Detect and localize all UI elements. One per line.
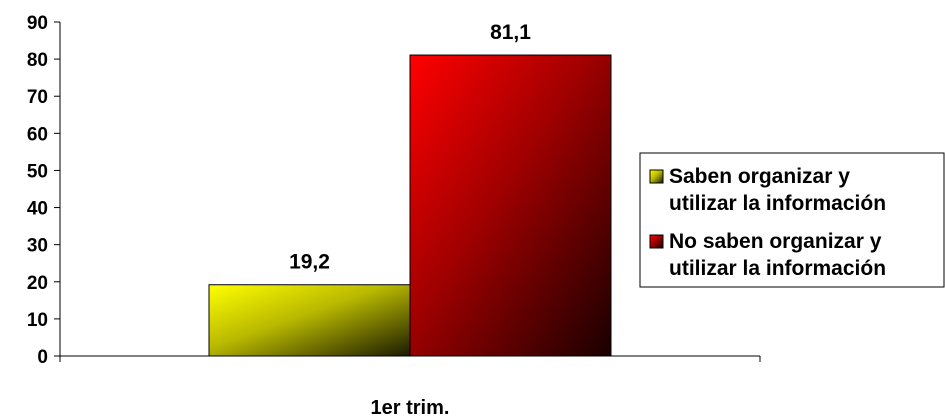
- y-tick-label-10: 10: [27, 310, 48, 331]
- category-label: 1er trim.: [371, 397, 450, 418]
- y-ticks: 0 10 20 30 40 50 60 70 80 90: [27, 13, 60, 368]
- y-tick-label-80: 80: [27, 50, 48, 71]
- y-tick-label-20: 20: [27, 273, 48, 294]
- y-tick-label-0: 0: [37, 347, 48, 368]
- data-label-no-saben: 81,1: [490, 21, 531, 44]
- bars: [208, 54, 612, 357]
- y-tick-label-30: 30: [27, 236, 48, 257]
- legend-label-saben-line1: Saben organizar y: [669, 165, 850, 188]
- data-labels: 19,2 81,1: [289, 21, 531, 274]
- legend-label-saben-line2: utilizar la información: [669, 192, 886, 215]
- category-labels: 1er trim.: [371, 397, 450, 418]
- y-tick-label-70: 70: [27, 87, 48, 108]
- legend-label-no-saben-line1: No saben organizar y: [669, 230, 882, 253]
- legend-box: [639, 152, 945, 288]
- y-tick-label-90: 90: [27, 13, 48, 34]
- bar-saben: [208, 284, 411, 357]
- y-tick-label-50: 50: [27, 161, 48, 182]
- data-label-saben: 19,2: [289, 251, 330, 274]
- legend-swatch-no-saben: [649, 234, 664, 249]
- legend-label-no-saben-line2: utilizar la información: [669, 257, 886, 280]
- y-tick-label-40: 40: [27, 199, 48, 220]
- y-tick-label-60: 60: [27, 124, 48, 145]
- bar-no-saben: [409, 54, 612, 357]
- legend: Saben organizar y utilizar la informació…: [639, 152, 945, 288]
- legend-swatch-saben: [649, 169, 664, 184]
